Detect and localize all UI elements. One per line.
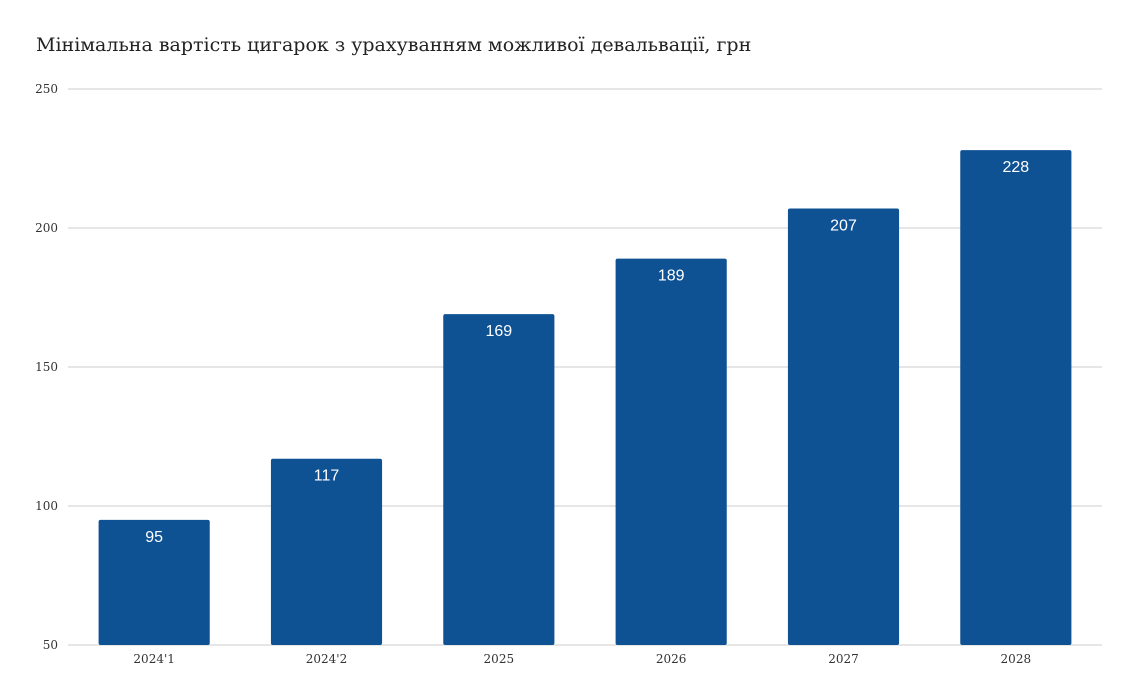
x-tick-label: 2026 — [656, 652, 687, 666]
x-tick-label: 2027 — [828, 652, 859, 666]
y-tick-label: 250 — [35, 82, 58, 96]
y-axis-ticks: 50 100 150 200 250 — [35, 82, 58, 652]
chart-title: Мінімальна вартість цигарок з урахування… — [36, 34, 752, 56]
bar-value-labels: 95 117 169 189 207 228 — [145, 159, 1029, 546]
bar — [960, 150, 1072, 645]
bar — [615, 258, 727, 645]
bar — [443, 314, 555, 645]
bar-value-label: 117 — [314, 468, 340, 485]
bar-value-label: 189 — [658, 268, 685, 285]
bar-value-label: 169 — [485, 323, 512, 340]
bar — [270, 458, 383, 645]
bar-value-label: 95 — [145, 529, 163, 546]
bar — [98, 519, 210, 645]
x-tick-label: 2024'2 — [306, 652, 347, 666]
x-axis-ticks: 2024'1 2024'2 2025 2026 2027 2028 — [133, 652, 1031, 666]
y-tick-label: 50 — [43, 638, 58, 652]
bar-value-label: 207 — [830, 218, 857, 235]
y-tick-label: 200 — [35, 221, 58, 235]
gridlines — [68, 88, 1102, 646]
bar — [787, 208, 900, 646]
y-tick-label: 100 — [35, 499, 58, 513]
x-tick-label: 2028 — [1001, 652, 1032, 666]
bars — [98, 150, 1072, 646]
x-tick-label: 2024'1 — [133, 652, 174, 666]
bar-value-label: 228 — [1002, 159, 1029, 176]
x-tick-label: 2025 — [484, 652, 515, 666]
y-tick-label: 150 — [35, 360, 58, 374]
